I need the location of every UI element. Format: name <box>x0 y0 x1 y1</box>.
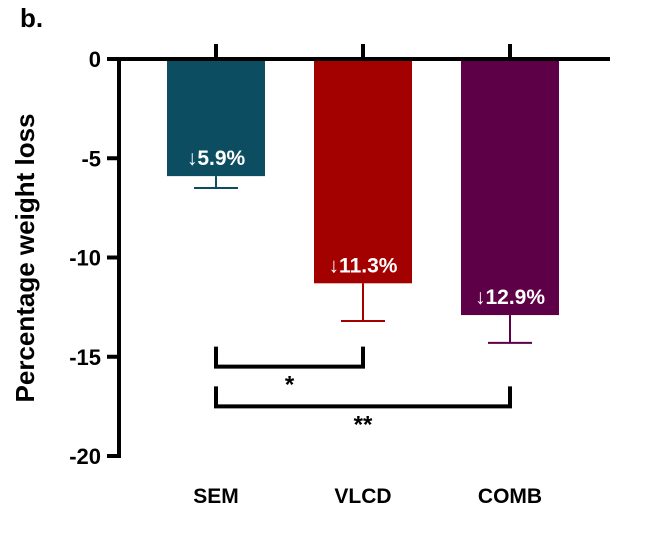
significance-brackets: *** <box>214 346 512 438</box>
x-tick-label: COMB <box>478 485 542 508</box>
bar-sem <box>167 61 265 177</box>
bar-vlcd <box>314 61 412 284</box>
significance-bracket <box>214 346 365 369</box>
panel-label: b. <box>20 3 43 33</box>
bar-value-label: ↓11.3% <box>329 254 398 277</box>
bar-comb <box>461 61 559 316</box>
error-bars <box>194 176 532 344</box>
x-tick-label: VLCD <box>334 485 391 508</box>
x-tick-label: SEM <box>193 485 239 508</box>
y-tick-label: -5 <box>81 146 101 171</box>
bar-value-label: ↓12.9% <box>475 286 545 309</box>
bars <box>167 61 559 316</box>
y-axis-label: Percentage weight loss <box>10 114 40 403</box>
bar-value-label: ↓5.9% <box>187 147 246 170</box>
y-tick-label: -10 <box>69 246 101 271</box>
significance-marker: * <box>285 372 295 399</box>
y-tick-label: -20 <box>69 444 101 469</box>
y-tick-label: -15 <box>69 345 101 370</box>
x-tick-labels: SEM VLCD COMB <box>193 485 542 508</box>
significance-bracket <box>214 386 512 409</box>
bar-labels: ↓5.9% ↓11.3% ↓12.9% <box>187 147 546 309</box>
y-tick-label: 0 <box>89 47 101 72</box>
significance-marker: ** <box>354 411 373 438</box>
y-ticks: 0 -5 -10 -15 -20 <box>69 47 119 469</box>
